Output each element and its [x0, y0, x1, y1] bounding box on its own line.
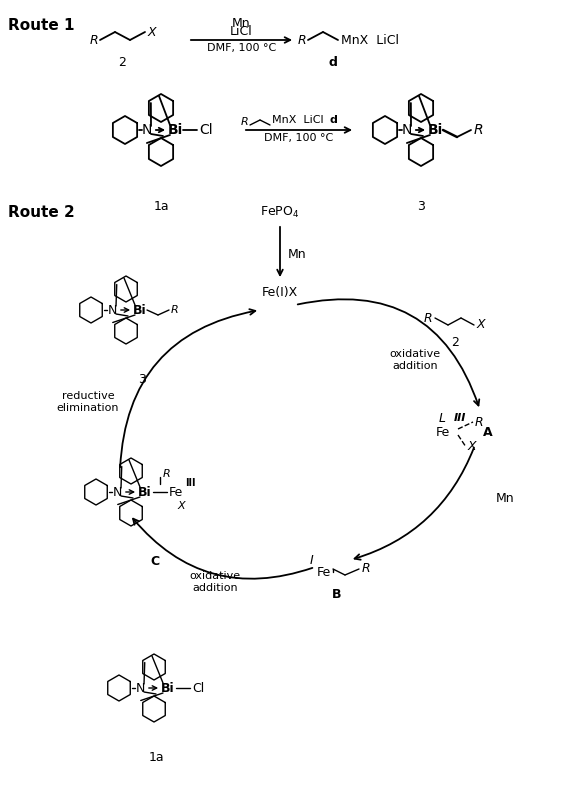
Text: III: III	[454, 413, 466, 423]
Text: R: R	[297, 33, 306, 47]
Text: X: X	[148, 25, 157, 39]
Text: MnX  LiCl: MnX LiCl	[272, 115, 324, 125]
Text: Route 1: Route 1	[8, 18, 75, 33]
Text: 3: 3	[417, 200, 425, 213]
Text: R: R	[240, 117, 248, 127]
Text: I: I	[310, 554, 314, 566]
Text: DMF, 100 °C: DMF, 100 °C	[207, 43, 276, 53]
Text: Fe: Fe	[436, 426, 450, 438]
Text: d: d	[329, 56, 337, 69]
Text: C: C	[150, 555, 159, 568]
Text: N: N	[402, 123, 412, 137]
Text: B: B	[332, 588, 342, 601]
Text: N: N	[135, 682, 145, 694]
Text: R: R	[163, 469, 171, 479]
Text: III: III	[185, 478, 195, 488]
Text: Fe: Fe	[169, 486, 183, 498]
Text: Bi: Bi	[138, 486, 152, 498]
Text: Mn: Mn	[232, 17, 251, 30]
Text: N: N	[112, 486, 122, 498]
Text: 1a: 1a	[148, 751, 164, 764]
Text: Mn: Mn	[288, 248, 307, 262]
Text: R: R	[171, 305, 179, 315]
Text: MnX  LiCl: MnX LiCl	[341, 33, 399, 47]
Text: 1a: 1a	[153, 200, 169, 213]
Text: d: d	[330, 115, 338, 125]
Text: LiCl: LiCl	[230, 25, 253, 38]
Text: Bi: Bi	[133, 304, 147, 316]
Text: Bi: Bi	[161, 682, 175, 694]
Text: Bi: Bi	[167, 123, 183, 137]
Text: DMF, 100 °C: DMF, 100 °C	[264, 133, 334, 143]
Text: Cl: Cl	[192, 682, 204, 694]
Text: N: N	[107, 304, 117, 316]
Text: Fe(I)X: Fe(I)X	[262, 286, 298, 299]
Text: R: R	[362, 562, 371, 576]
Text: X: X	[468, 441, 477, 453]
Text: R: R	[475, 415, 484, 429]
Text: 2: 2	[451, 336, 459, 349]
Text: R: R	[424, 312, 432, 324]
Text: Bi: Bi	[427, 123, 443, 137]
Text: A: A	[483, 426, 493, 438]
Text: L: L	[439, 411, 446, 425]
Text: Fe: Fe	[317, 566, 331, 578]
Text: X: X	[477, 319, 486, 331]
Text: Route 2: Route 2	[8, 205, 75, 220]
Text: Cl: Cl	[199, 123, 213, 137]
Text: 3: 3	[138, 373, 146, 386]
Text: oxidative
addition: oxidative addition	[190, 571, 241, 592]
Text: FePO$_4$: FePO$_4$	[260, 205, 300, 220]
Text: N: N	[142, 123, 152, 137]
Text: R: R	[89, 33, 98, 47]
Text: reductive
elimination: reductive elimination	[57, 392, 119, 413]
Text: oxidative
addition: oxidative addition	[389, 349, 440, 371]
Text: 2: 2	[118, 56, 126, 69]
Text: X: X	[177, 501, 185, 511]
Text: R: R	[474, 123, 484, 137]
Text: Mn: Mn	[496, 491, 514, 505]
